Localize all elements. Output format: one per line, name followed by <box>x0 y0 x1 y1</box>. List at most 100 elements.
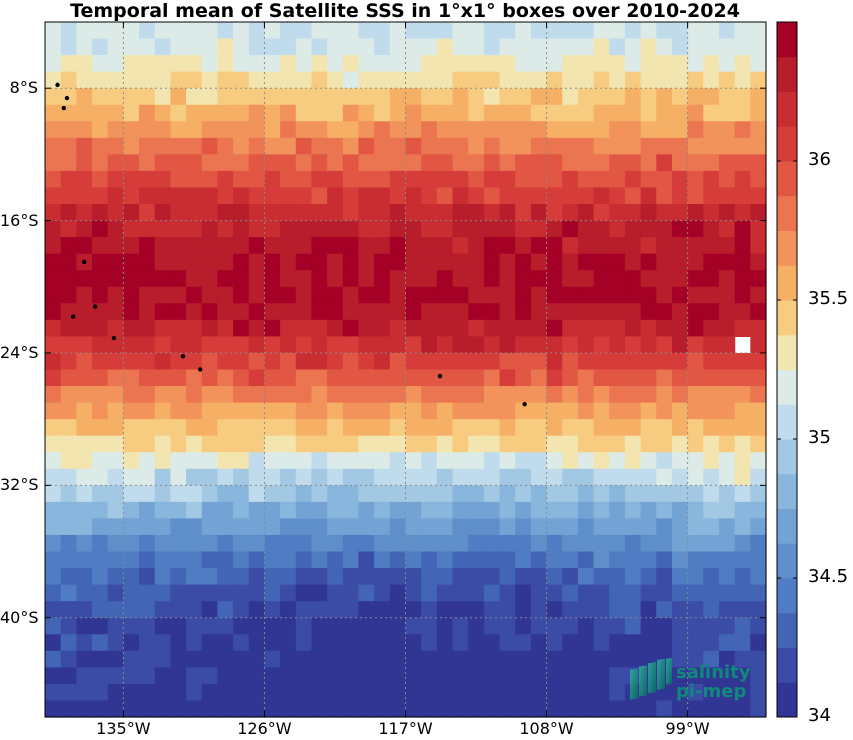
sss-cell <box>530 435 548 453</box>
sss-cell <box>123 485 140 503</box>
sss-cell <box>687 369 704 387</box>
sss-cell <box>76 187 93 205</box>
sss-cell <box>577 319 595 338</box>
sss-cell <box>76 220 93 238</box>
sss-cell <box>374 220 391 238</box>
sss-cell <box>530 303 548 321</box>
sss-cell <box>593 88 610 106</box>
sss-cell <box>233 71 250 89</box>
sss-cell <box>734 71 751 89</box>
sss-cell <box>170 88 187 106</box>
sss-cell <box>76 650 93 668</box>
y-tick-label: 8°S <box>9 78 38 98</box>
sss-cell <box>405 220 422 238</box>
sss-cell <box>374 187 391 205</box>
sss-cell <box>233 650 250 668</box>
sss-cell <box>734 319 751 338</box>
sss-cell <box>624 286 642 304</box>
sss-cell <box>609 154 626 172</box>
sss-cell <box>92 584 109 602</box>
sss-cell <box>327 501 344 520</box>
sss-cell <box>624 220 642 238</box>
sss-cell <box>609 352 626 371</box>
sss-cell <box>452 501 469 520</box>
sss-cell <box>170 121 187 139</box>
sss-cell <box>327 584 344 602</box>
sss-cell <box>421 683 438 702</box>
sss-cell <box>45 187 62 205</box>
sss-cell <box>452 667 469 685</box>
sss-cell <box>468 683 485 702</box>
sss-cell <box>154 71 171 89</box>
sss-cell <box>217 568 234 586</box>
sss-cell <box>170 534 187 553</box>
sss-cell <box>60 154 77 172</box>
sss-cell <box>593 568 610 586</box>
sss-cell <box>154 270 171 288</box>
sss-cell <box>186 419 203 437</box>
sss-cell <box>530 38 548 56</box>
sss-cell <box>358 352 375 371</box>
sss-cell <box>280 154 297 172</box>
sss-cell <box>499 220 516 238</box>
sss-cell <box>170 204 187 222</box>
sss-cell <box>656 137 673 155</box>
sss-cell <box>170 601 187 619</box>
sss-cell <box>750 38 767 56</box>
sss-cell <box>421 88 438 106</box>
sss-cell <box>483 352 501 371</box>
sss-cell <box>468 319 485 338</box>
sss-cell <box>718 419 736 437</box>
sss-cell <box>671 170 689 189</box>
sss-cell <box>342 650 360 668</box>
sss-cell <box>45 568 62 586</box>
sss-cell <box>546 352 563 371</box>
sss-cell <box>562 137 579 155</box>
sss-cell <box>656 584 673 602</box>
sss-cell <box>358 501 375 520</box>
sss-cell <box>687 303 704 321</box>
sss-cell <box>624 137 642 155</box>
sss-cell <box>248 683 266 702</box>
sss-cell <box>562 518 579 536</box>
sss-cell <box>671 650 689 668</box>
sss-cell <box>530 468 548 486</box>
sss-cell <box>750 435 767 453</box>
sss-cell <box>530 683 548 702</box>
sss-cell <box>624 121 642 139</box>
sss-cell <box>295 204 313 222</box>
sss-cell <box>374 584 391 602</box>
sss-cell <box>264 286 281 304</box>
sss-cell <box>483 71 501 89</box>
sss-cell <box>233 55 250 73</box>
land-islands <box>55 82 527 407</box>
sss-cell <box>624 71 642 89</box>
sss-cell <box>374 270 391 288</box>
sss-cell <box>342 667 360 685</box>
sss-cell <box>468 88 485 106</box>
sss-cell <box>436 154 454 172</box>
sss-cell <box>499 634 516 652</box>
sss-cell <box>562 220 579 238</box>
sss-cell <box>687 683 704 702</box>
sss-cell <box>248 584 266 602</box>
sss-cell <box>139 601 156 619</box>
sss-cell <box>389 286 407 304</box>
sss-cell <box>640 137 657 155</box>
sss-cell <box>750 534 767 553</box>
sss-cell <box>703 154 720 172</box>
sss-cell <box>92 170 109 189</box>
sss-cell <box>734 650 751 668</box>
sss-cell <box>60 534 77 553</box>
sss-cell <box>311 568 328 586</box>
sss-cell <box>107 352 124 371</box>
sss-cell <box>107 501 124 520</box>
sss-cell <box>609 286 626 304</box>
sss-cell <box>248 303 266 321</box>
sss-cell <box>154 534 171 553</box>
sss-cell <box>577 55 595 73</box>
sss-cell <box>217 700 234 718</box>
sss-cell <box>421 617 438 635</box>
sss-cell <box>577 700 595 718</box>
sss-cell <box>436 402 454 420</box>
